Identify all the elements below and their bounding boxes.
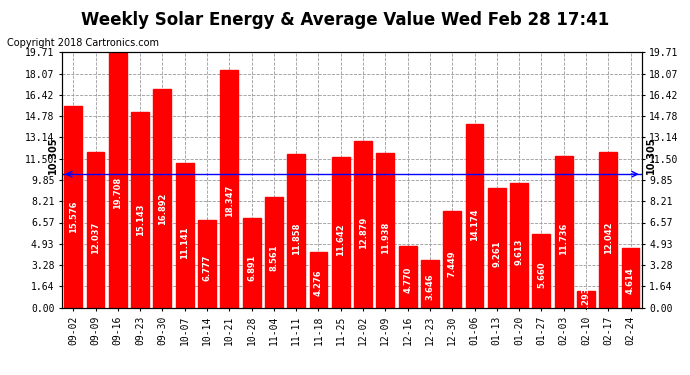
Bar	[577, 291, 595, 308]
Bar	[243, 218, 261, 308]
Text: 15.143: 15.143	[136, 203, 145, 236]
Bar	[131, 112, 149, 308]
Bar	[287, 154, 305, 308]
Text: 12.037: 12.037	[91, 221, 100, 254]
Text: 4.614: 4.614	[626, 267, 635, 294]
Text: 3.646: 3.646	[426, 273, 435, 300]
Text: 6.777: 6.777	[202, 255, 212, 281]
Text: 1.293: 1.293	[582, 287, 591, 313]
Text: 10.305: 10.305	[646, 136, 656, 174]
Bar	[87, 152, 104, 308]
Bar	[555, 156, 573, 308]
Bar	[176, 164, 194, 308]
Bar	[488, 188, 506, 308]
Bar	[198, 220, 216, 308]
Text: 14.174: 14.174	[470, 209, 479, 241]
Bar	[265, 197, 283, 308]
Bar	[443, 211, 461, 308]
Text: 4.770: 4.770	[403, 267, 412, 293]
Text: 11.141: 11.141	[180, 226, 189, 259]
Bar	[310, 252, 327, 308]
Text: 7.449: 7.449	[448, 251, 457, 278]
Text: 11.736: 11.736	[559, 223, 568, 255]
Bar	[109, 53, 127, 308]
Text: 9.261: 9.261	[492, 240, 502, 267]
Bar	[600, 152, 617, 308]
Text: 4.276: 4.276	[314, 269, 323, 296]
Bar	[354, 141, 372, 308]
Bar	[510, 183, 528, 308]
Text: 16.892: 16.892	[158, 193, 167, 225]
Text: 11.858: 11.858	[292, 222, 301, 255]
Text: 8.561: 8.561	[269, 244, 278, 271]
Bar	[399, 246, 417, 308]
Text: 6.891: 6.891	[247, 254, 256, 280]
Text: 12.879: 12.879	[359, 216, 368, 249]
Text: 12.042: 12.042	[604, 221, 613, 254]
Bar	[220, 70, 238, 308]
Bar	[332, 157, 350, 308]
Bar	[153, 89, 171, 308]
Text: Copyright 2018 Cartronics.com: Copyright 2018 Cartronics.com	[7, 38, 159, 48]
Text: 11.938: 11.938	[381, 222, 390, 254]
Text: 18.347: 18.347	[225, 184, 234, 217]
Text: 5.660: 5.660	[537, 261, 546, 288]
Text: 10.305: 10.305	[48, 136, 58, 174]
Text: Weekly Solar Energy & Average Value Wed Feb 28 17:41: Weekly Solar Energy & Average Value Wed …	[81, 11, 609, 29]
Text: 11.642: 11.642	[336, 224, 345, 256]
Bar	[533, 234, 551, 308]
Bar	[64, 106, 82, 307]
Bar	[466, 124, 484, 308]
Bar	[421, 260, 439, 308]
Text: 15.576: 15.576	[69, 201, 78, 233]
Bar	[622, 248, 640, 308]
Bar	[377, 153, 394, 308]
Text: 9.613: 9.613	[515, 238, 524, 265]
Text: 19.708: 19.708	[113, 177, 122, 209]
